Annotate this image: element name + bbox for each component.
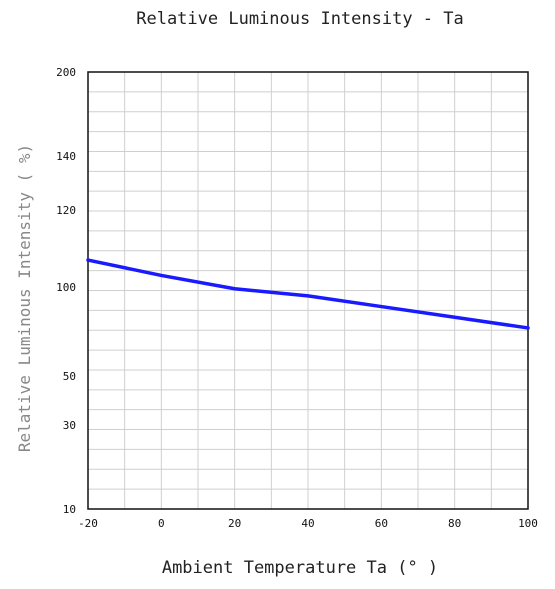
x-tick-label: 20 [228, 517, 241, 530]
y-axis-ticks: 200 140 120 100 50 30 10 [56, 66, 76, 516]
y-tick-label: 10 [63, 503, 76, 516]
x-axis-label: Ambient Temperature Ta (° ) [162, 558, 438, 578]
y-tick-label: 30 [63, 419, 76, 432]
y-axis-label: Relative Luminous Intensity ( %) [15, 144, 34, 452]
x-tick-label: 40 [301, 517, 314, 530]
series-layer [86, 258, 530, 330]
x-tick-label: -20 [78, 517, 98, 530]
x-tick-label: 100 [518, 517, 538, 530]
series-line [86, 258, 530, 330]
y-tick-label: 100 [56, 281, 76, 294]
chart-title: Relative Luminous Intensity - Ta [136, 9, 464, 29]
y-tick-label: 200 [56, 66, 76, 79]
y-tick-label: 140 [56, 150, 76, 163]
plot-frame [87, 71, 529, 510]
grid [88, 72, 528, 509]
y-tick-label: 120 [56, 204, 76, 217]
x-axis-ticks: -20 0 20 40 60 80 100 [78, 517, 538, 530]
y-tick-label: 50 [63, 370, 76, 383]
x-tick-label: 80 [448, 517, 461, 530]
x-tick-label: 60 [375, 517, 388, 530]
x-tick-label: 0 [158, 517, 165, 530]
